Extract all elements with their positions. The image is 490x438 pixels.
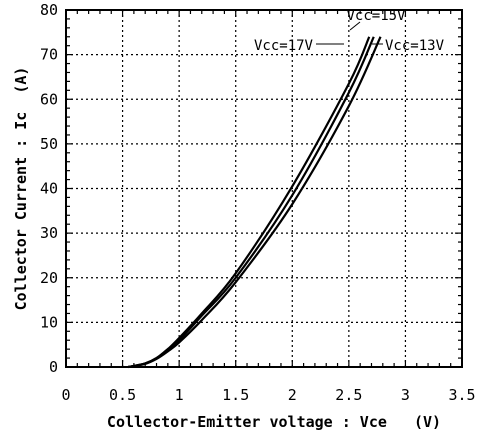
grid: [66, 10, 462, 367]
series-label-leader: [349, 21, 361, 31]
x-tick-label: 2: [288, 386, 297, 404]
y-tick-label: 0: [49, 358, 58, 376]
x-tick-label: 0: [61, 386, 70, 404]
series-layer: [128, 36, 382, 369]
y-tick-label: 10: [40, 313, 58, 331]
ticks: [65, 9, 463, 368]
x-tick-label: 3: [401, 386, 410, 404]
series-label: Vcc=13V: [385, 38, 445, 54]
y-tick-label: 30: [40, 224, 58, 242]
labels: 0 0.5 1 1.5 2 2.5 3 3.5 0 10 20 30 40 50 60 70 80 Vcc=17V…: [40, 1, 476, 404]
y-tick-label: 20: [40, 269, 58, 287]
series-label: Vcc=17V: [254, 38, 314, 54]
series-label: Vcc=15V: [346, 8, 406, 24]
y-tick-label: 60: [40, 90, 58, 108]
series-line-vcc-17v: [128, 36, 371, 369]
x-axis-title: Collector-Emitter voltage : Vce (V): [107, 413, 441, 431]
y-tick-label: 50: [40, 135, 58, 153]
series-line-vcc-15v: [128, 36, 375, 369]
x-tick-label: 1: [175, 386, 184, 404]
y-tick-label: 80: [40, 1, 58, 19]
x-tick-label: 2.5: [335, 386, 362, 404]
series-line-vcc-13v: [128, 36, 382, 369]
x-tick-label: 0.5: [109, 386, 136, 404]
y-tick-label: 40: [40, 180, 58, 198]
y-axis-title: Collector Current : Ic (A): [12, 67, 30, 311]
x-tick-label: 1.5: [222, 386, 249, 404]
y-tick-label: 70: [40, 46, 58, 64]
x-tick-label: 3.5: [448, 386, 475, 404]
